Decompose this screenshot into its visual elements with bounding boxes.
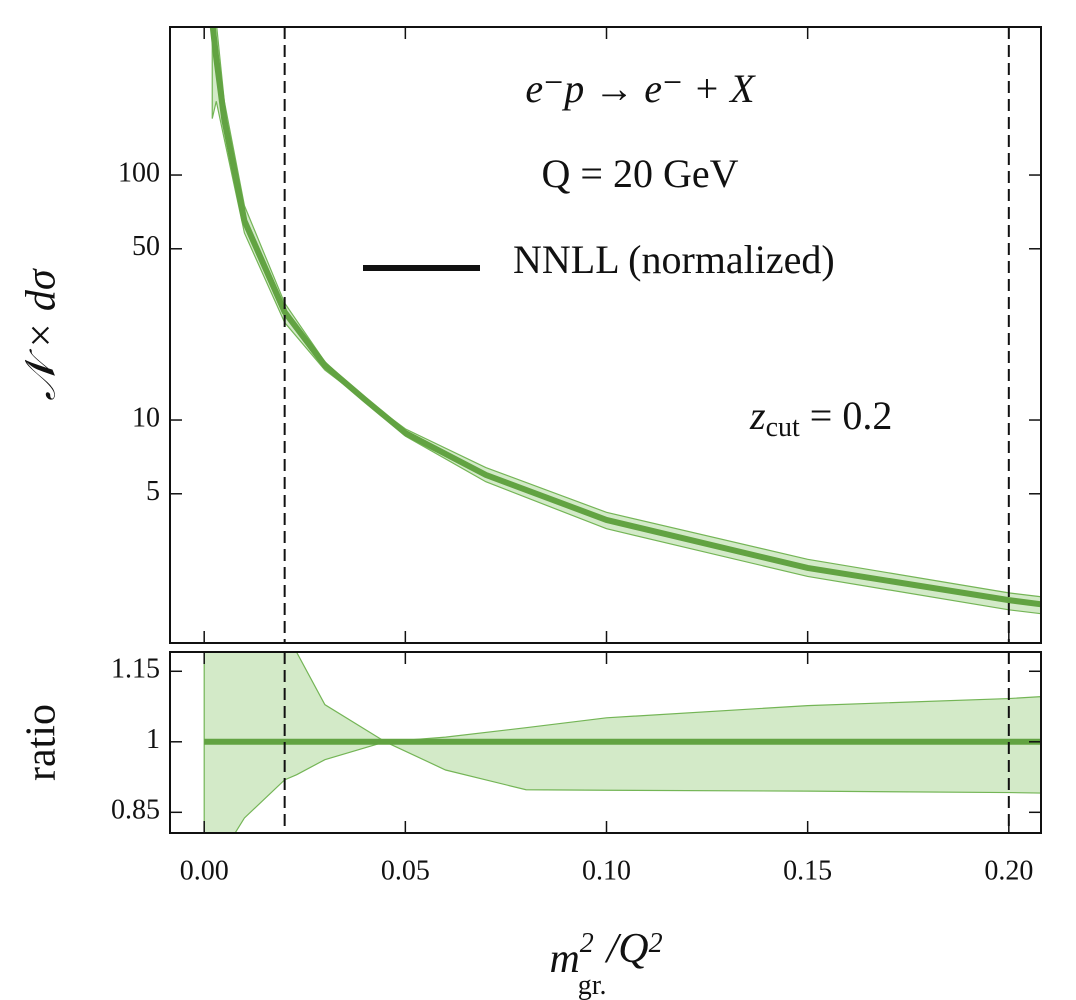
plot-area — [209, 27, 1041, 615]
x-axis-label-part: m — [549, 936, 579, 982]
x-tick-label: 0.05 — [381, 855, 430, 886]
x-axis-label-part: 2 — [649, 928, 663, 959]
plot-area — [203, 652, 1041, 833]
x-axis-label-part: /Q — [605, 926, 649, 972]
y-tick-label: 5 — [146, 476, 160, 507]
x-axis-label-part: 2 — [580, 928, 594, 959]
annotation: zcut = 0.2 — [749, 393, 892, 443]
annotation: Q = 20 GeV — [542, 151, 739, 196]
line — [209, 27, 1041, 608]
annotation-part: cut — [766, 412, 800, 443]
annotation: e⁻p → e⁻ + X — [525, 66, 756, 111]
y-tick-label: 0.85 — [111, 795, 160, 826]
x-axis-label-part: gr. — [578, 970, 607, 1000]
y-axis-label: ratio — [19, 704, 65, 781]
x-axis-label: m2 gr./Q2 — [549, 926, 662, 1000]
y-tick-label: 1 — [146, 724, 160, 755]
annotation-part: z — [749, 393, 766, 438]
x-tick-label: 0.15 — [783, 855, 832, 886]
x-tick-label: 0.10 — [582, 855, 631, 886]
y-tick-label: 10 — [132, 402, 160, 433]
y-tick-label: 1.15 — [111, 654, 160, 685]
y-tick-label: 100 — [118, 157, 160, 188]
uncertainty-band — [211, 27, 1041, 615]
annotation-part: = 0.2 — [800, 393, 893, 438]
frame — [169, 651, 1042, 834]
legend-label: NNLL (normalized) — [513, 237, 835, 282]
frame — [169, 26, 1042, 644]
y-tick-label: 50 — [132, 231, 160, 262]
x-tick-label: 0.00 — [180, 855, 229, 886]
y-axis-label: 𝒩 × dσ — [19, 267, 65, 401]
x-tick-label: 0.20 — [984, 855, 1033, 886]
